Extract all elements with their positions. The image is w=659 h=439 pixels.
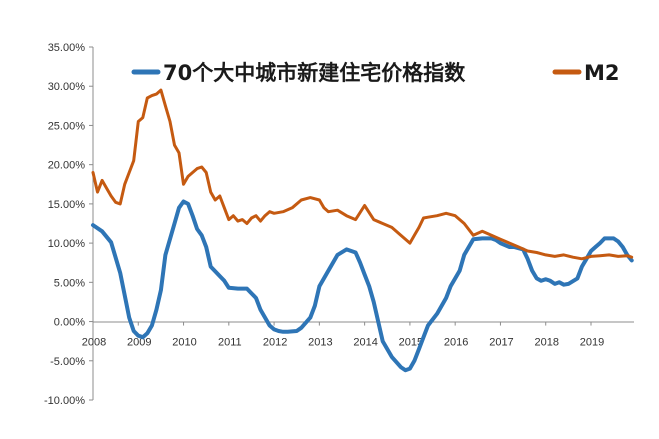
x-tick-label: 2009 (127, 337, 151, 349)
y-tick-label: 0.00% (54, 317, 85, 329)
x-tick-label: 2011 (218, 337, 242, 349)
y-tick-labels: 35.00% 30.00% 25.00% 20.00% 15.00% 10.00% 5.00… (44, 42, 93, 407)
y-tick-label: 5.00% (54, 277, 85, 289)
x-tick-label: 2013 (308, 337, 332, 349)
x-tick-label: 2008 (82, 337, 106, 349)
x-tick-label: 2010 (172, 337, 196, 349)
x-tick-label: 2018 (534, 337, 558, 349)
series-lines (91, 88, 634, 373)
x-tick-label: 2015 (399, 337, 423, 349)
x-tick-label: 2017 (489, 337, 513, 349)
y-tick-label: 20.00% (48, 160, 86, 172)
m2-line (91, 88, 634, 261)
legend: 70个大中城市新建住宅价格指数 M2 (131, 61, 620, 85)
legend-label-housing-index: 70个大中城市新建住宅价格指数 (163, 61, 466, 85)
x-tick-label: 2012 (263, 337, 287, 349)
y-tick-label: 25.00% (48, 120, 86, 132)
y-tick-label: -5.00% (50, 356, 85, 368)
housing-index-line (91, 199, 634, 373)
legend-label-m2: M2 (584, 61, 620, 85)
y-tick-label: 35.00% (48, 42, 86, 54)
y-tick-label: 10.00% (48, 238, 86, 250)
x-tick-labels: 2008 2009 2010 2011 2012 2013 2014 2015 2016 2017… (82, 321, 604, 349)
y-tick-label: 15.00% (48, 199, 86, 211)
x-tick-label: 2019 (580, 337, 604, 349)
y-tick-label: 30.00% (48, 81, 86, 93)
y-tick-label: -10.00% (44, 395, 85, 407)
x-tick-label: 2014 (353, 337, 377, 349)
legend-item-housing-index: 70个大中城市新建住宅价格指数 (131, 61, 466, 85)
x-tick-label: 2016 (444, 337, 468, 349)
legend-item-m2: M2 (552, 61, 620, 85)
